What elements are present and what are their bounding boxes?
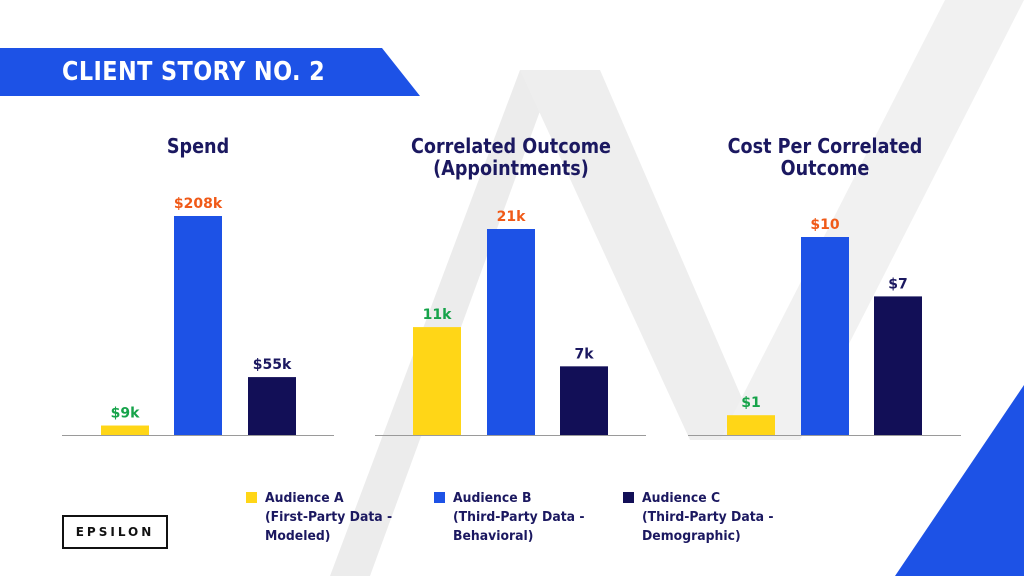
data-label-cost-audience-a: $1	[741, 395, 760, 411]
data-label-spend-audience-a: $9k	[111, 406, 140, 422]
data-label-spend-audience-c: $55k	[253, 357, 292, 373]
legend-label-b: Audience B (Third-Party Data - Behaviora…	[453, 490, 585, 544]
data-label-cost-audience-c: $7	[888, 276, 907, 292]
epsilon-logo: EPSILON	[62, 515, 168, 549]
title-banner	[0, 48, 420, 96]
bar-cost-audience-c	[874, 296, 922, 435]
bar-spend-audience-b	[174, 216, 222, 435]
data-label-outcome-audience-b: 21k	[497, 209, 526, 225]
bar-outcome-audience-a	[413, 327, 461, 435]
chart-title-cost: Cost Per Correlated Outcome	[727, 134, 923, 180]
logo-text: EPSILON	[75, 525, 155, 539]
legend-swatch-b	[434, 492, 445, 503]
bar-outcome-audience-b	[487, 229, 535, 435]
legend-swatch-c	[623, 492, 634, 503]
bg-shape-blue-corner	[895, 385, 1024, 576]
legend-label-a: Audience A (First-Party Data - Modeled)	[265, 490, 393, 544]
chart-title-spend: Spend	[166, 134, 230, 158]
data-label-cost-audience-b: $10	[810, 217, 839, 233]
bg-shape-grey-right	[720, 0, 1024, 440]
bar-outcome-audience-c	[560, 366, 608, 435]
page-title: CLIENT STORY NO. 2	[62, 57, 326, 87]
bar-spend-audience-a	[101, 425, 149, 435]
legend-label-c: Audience C (Third-Party Data - Demograph…	[642, 490, 774, 544]
data-label-spend-audience-b: $208k	[174, 196, 223, 212]
data-label-outcome-audience-a: 11k	[423, 307, 452, 323]
bg-shape-grey-left	[330, 70, 555, 576]
bg-shape-grey-mid	[520, 70, 760, 440]
chart-title-outcome: Correlated Outcome (Appointments)	[410, 134, 611, 180]
legend-swatch-a	[246, 492, 257, 503]
data-label-outcome-audience-c: 7k	[574, 346, 594, 362]
bar-cost-audience-b	[801, 237, 849, 435]
bar-cost-audience-a	[727, 415, 775, 435]
bar-spend-audience-c	[248, 377, 296, 435]
